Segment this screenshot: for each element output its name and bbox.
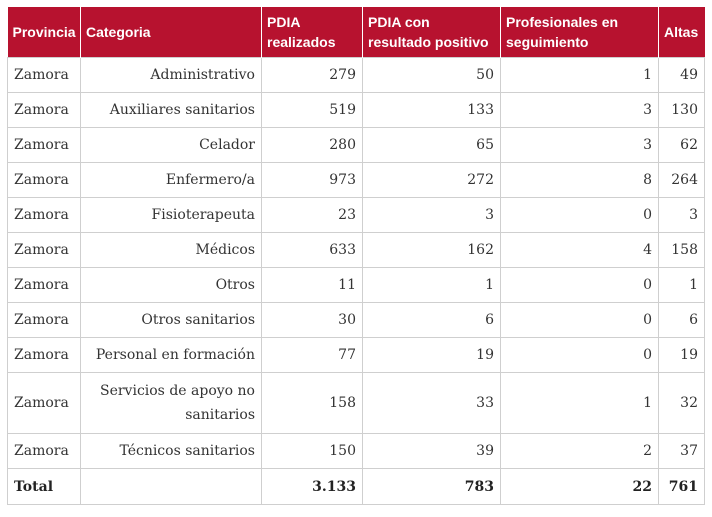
header-profesionales-seguimiento[interactable]: Profesionales en seguimiento [500, 7, 659, 58]
cell-pdia-positivo: 33 [362, 372, 501, 434]
table-row: Zamora Servicios de apoyo no sanitarios … [7, 372, 705, 434]
cell-pdia-realizados: 279 [261, 57, 363, 93]
cell-pdia-positivo: 272 [362, 162, 501, 198]
cell-profesionales-seguimiento: 0 [500, 302, 659, 338]
cell-altas: 130 [658, 92, 705, 128]
total-categoria [80, 468, 262, 505]
cell-categoria: Médicos [80, 232, 262, 268]
cell-pdia-realizados: 150 [261, 433, 363, 469]
cell-categoria: Servicios de apoyo no sanitarios [80, 372, 262, 434]
cell-altas: 62 [658, 127, 705, 163]
cell-pdia-realizados: 519 [261, 92, 363, 128]
table-body: Zamora Administrativo 279 50 1 49 Zamora… [7, 57, 705, 469]
cell-provincia: Zamora [7, 162, 81, 198]
cell-altas: 3 [658, 197, 705, 233]
total-profesionales-seguimiento: 22 [500, 468, 659, 505]
cell-pdia-positivo: 39 [362, 433, 501, 469]
table-row: Zamora Técnicos sanitarios 150 39 2 37 [7, 433, 705, 469]
cell-profesionales-seguimiento: 1 [500, 57, 659, 93]
cell-categoria: Técnicos sanitarios [80, 433, 262, 469]
cell-profesionales-seguimiento: 4 [500, 232, 659, 268]
cell-provincia: Zamora [7, 92, 81, 128]
cell-profesionales-seguimiento: 3 [500, 92, 659, 128]
header-pdia-realizados[interactable]: PDIA realizados [261, 7, 363, 58]
cell-pdia-realizados: 30 [261, 302, 363, 338]
cell-pdia-realizados: 280 [261, 127, 363, 163]
header-pdia-positivo[interactable]: PDIA con resultado positivo [362, 7, 501, 58]
cell-pdia-positivo: 19 [362, 337, 501, 373]
table-row: Zamora Celador 280 65 3 62 [7, 127, 705, 163]
cell-provincia: Zamora [7, 57, 81, 93]
cell-profesionales-seguimiento: 0 [500, 337, 659, 373]
cell-categoria: Auxiliares sanitarios [80, 92, 262, 128]
cell-categoria: Administrativo [80, 57, 262, 93]
cell-pdia-realizados: 11 [261, 267, 363, 303]
cell-pdia-realizados: 77 [261, 337, 363, 373]
table-row: Zamora Auxiliares sanitarios 519 133 3 1… [7, 92, 705, 128]
total-label: Total [7, 468, 81, 505]
cell-profesionales-seguimiento: 1 [500, 372, 659, 434]
header-row: Provincia Categoria PDIA realizados PDIA… [7, 7, 705, 58]
table-row: Zamora Médicos 633 162 4 158 [7, 232, 705, 268]
cell-altas: 32 [658, 372, 705, 434]
cell-pdia-positivo: 1 [362, 267, 501, 303]
cell-profesionales-seguimiento: 0 [500, 197, 659, 233]
cell-pdia-realizados: 158 [261, 372, 363, 434]
cell-pdia-positivo: 162 [362, 232, 501, 268]
table-row: Zamora Otros sanitarios 30 6 0 6 [7, 302, 705, 338]
cell-provincia: Zamora [7, 337, 81, 373]
cell-categoria: Fisioterapeuta [80, 197, 262, 233]
cell-categoria: Celador [80, 127, 262, 163]
header-categoria[interactable]: Categoria [80, 7, 262, 58]
cell-altas: 19 [658, 337, 705, 373]
cell-categoria: Otros [80, 267, 262, 303]
cell-provincia: Zamora [7, 232, 81, 268]
total-pdia-realizados: 3.133 [261, 468, 363, 505]
cell-pdia-realizados: 633 [261, 232, 363, 268]
cell-altas: 37 [658, 433, 705, 469]
cell-profesionales-seguimiento: 8 [500, 162, 659, 198]
cell-profesionales-seguimiento: 2 [500, 433, 659, 469]
table-header: Provincia Categoria PDIA realizados PDIA… [7, 7, 705, 58]
total-pdia-positivo: 783 [362, 468, 501, 505]
cell-altas: 49 [658, 57, 705, 93]
header-altas[interactable]: Altas [658, 7, 705, 58]
table-row: Zamora Fisioterapeuta 23 3 0 3 [7, 197, 705, 233]
cell-provincia: Zamora [7, 197, 81, 233]
cell-provincia: Zamora [7, 433, 81, 469]
cell-provincia: Zamora [7, 372, 81, 434]
cell-pdia-realizados: 23 [261, 197, 363, 233]
cell-profesionales-seguimiento: 0 [500, 267, 659, 303]
table-footer: Total 3.133 783 22 761 [7, 468, 705, 505]
data-table: Provincia Categoria PDIA realizados PDIA… [7, 7, 705, 505]
cell-pdia-positivo: 3 [362, 197, 501, 233]
cell-profesionales-seguimiento: 3 [500, 127, 659, 163]
cell-pdia-positivo: 6 [362, 302, 501, 338]
cell-pdia-positivo: 133 [362, 92, 501, 128]
cell-altas: 1 [658, 267, 705, 303]
cell-provincia: Zamora [7, 267, 81, 303]
cell-altas: 158 [658, 232, 705, 268]
cell-provincia: Zamora [7, 127, 81, 163]
cell-categoria: Personal en formación [80, 337, 262, 373]
header-provincia[interactable]: Provincia [7, 7, 81, 58]
cell-pdia-positivo: 50 [362, 57, 501, 93]
total-row: Total 3.133 783 22 761 [7, 468, 705, 505]
cell-provincia: Zamora [7, 302, 81, 338]
table-row: Zamora Personal en formación 77 19 0 19 [7, 337, 705, 373]
cell-altas: 6 [658, 302, 705, 338]
cell-categoria: Otros sanitarios [80, 302, 262, 338]
cell-pdia-positivo: 65 [362, 127, 501, 163]
cell-altas: 264 [658, 162, 705, 198]
cell-pdia-realizados: 973 [261, 162, 363, 198]
total-altas: 761 [658, 468, 705, 505]
table-row: Zamora Administrativo 279 50 1 49 [7, 57, 705, 93]
cell-categoria: Enfermero/a [80, 162, 262, 198]
table-row: Zamora Otros 11 1 0 1 [7, 267, 705, 303]
table-row: Zamora Enfermero/a 973 272 8 264 [7, 162, 705, 198]
